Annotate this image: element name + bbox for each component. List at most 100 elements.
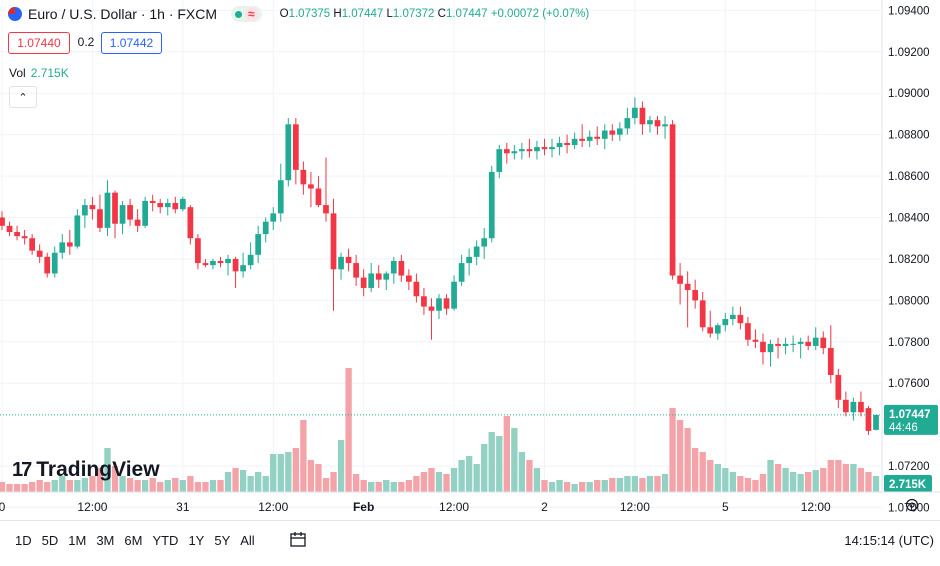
volume-bar (352, 474, 360, 492)
volume-bar (285, 452, 292, 492)
volume-bar (759, 474, 767, 492)
candle-body (308, 184, 314, 189)
volume-bar (692, 448, 699, 492)
candle-body (767, 343, 774, 353)
volume-bar (450, 468, 458, 492)
candle-body (217, 261, 224, 264)
candle-body (737, 314, 744, 324)
open-value: 1.07375 (288, 8, 331, 20)
candle-body (481, 238, 488, 247)
candle-body (556, 142, 563, 148)
chart-legend: Euro / U.S. Dollar · 1h · FXCM ≈ O1.0737… (8, 6, 589, 22)
volume-value: 2.715K (30, 66, 69, 80)
volume-bar (383, 480, 390, 492)
candle-body (375, 273, 382, 280)
time-range-3m[interactable]: 3M (96, 533, 115, 548)
volume-bar (0, 482, 6, 492)
candle-body (195, 238, 201, 264)
volume-bar (601, 480, 608, 492)
candle-body (59, 242, 66, 253)
volume-bar (533, 468, 541, 492)
tradingview-logo[interactable]: 17 TradingView (12, 458, 160, 482)
volume-bar (820, 468, 827, 492)
candle-body (496, 149, 503, 172)
volume-bar (111, 466, 119, 492)
time-range-5y[interactable]: 5Y (214, 533, 231, 548)
volume-bar (51, 480, 58, 492)
volume-bar (699, 452, 706, 492)
candle-body (112, 192, 118, 224)
candle-body (44, 256, 51, 274)
volume-bar (307, 460, 315, 492)
utc-clock[interactable]: 14:15:14 (UTC) (844, 533, 934, 548)
candle-body (240, 265, 246, 272)
volume-bar (262, 476, 269, 492)
candle-body (760, 341, 766, 353)
volume-bar (239, 470, 247, 492)
time-range-all[interactable]: All (240, 533, 255, 548)
volume-bar (300, 420, 307, 492)
time-tick-label: 0 (0, 500, 6, 514)
volume-tag-label: 2.715K (889, 479, 927, 491)
time-range-5d[interactable]: 5D (41, 533, 59, 548)
time-tick-label: 2 (541, 500, 548, 514)
candle-body (368, 273, 375, 288)
volume-bar (646, 476, 654, 492)
time-range-6m[interactable]: 6M (124, 533, 143, 548)
candle-body (149, 200, 156, 204)
collapse-legend-button[interactable]: ⌃ (9, 86, 37, 108)
buy-price-button[interactable]: 1.07442 (101, 32, 162, 54)
time-tick-label: 12:00 (620, 500, 650, 514)
candle-body (647, 120, 653, 125)
volume-bar (850, 464, 857, 492)
volume-bar (390, 482, 397, 492)
candle-body (473, 246, 480, 257)
volume-bar (74, 480, 81, 492)
volume-bar (609, 478, 616, 492)
market-status-badge[interactable]: ≈ (231, 6, 262, 22)
volume-bar (669, 408, 676, 492)
candle-body (458, 263, 465, 282)
volume-bar (89, 476, 96, 492)
candle-body (639, 107, 646, 125)
candle-body (262, 221, 269, 235)
time-range-1d[interactable]: 1D (15, 533, 32, 548)
sell-price-button[interactable]: 1.07440 (8, 32, 70, 54)
candle-body (820, 337, 827, 349)
volume-bar (578, 482, 586, 492)
high-label: H (333, 8, 342, 20)
candle-body (172, 203, 179, 210)
volume-bar (337, 440, 345, 492)
time-range-1y[interactable]: 1Y (188, 533, 205, 548)
time-tick-label: 31 (176, 500, 190, 514)
candle-body (323, 205, 329, 214)
date-range-calendar-icon[interactable] (289, 530, 307, 548)
volume-bar (81, 478, 89, 492)
time-range-1m[interactable]: 1M (68, 533, 87, 548)
data-status-icon: ≈ (245, 7, 258, 21)
chart-canvas[interactable]: 1.09400 1.09200 1.09000 1.08800 1.08600 1.084… (0, 0, 940, 520)
volume-bar (737, 476, 744, 492)
settings-gear-icon[interactable] (905, 498, 919, 512)
price-tick-label: 1.09400 (888, 5, 930, 17)
volume-bar (315, 464, 322, 492)
bottom-toolbar: 1D 5D 1M 3M 6M YTD 1Y 5Y All 14:15:14 (UTC) (0, 520, 940, 566)
volume-bar (443, 474, 450, 492)
candle-body (142, 200, 149, 226)
candle-body (14, 232, 20, 237)
volume-bar (360, 480, 367, 492)
volume-legend[interactable]: Vol 2.715K (9, 66, 69, 80)
volume-bar (179, 480, 186, 492)
time-range-ytd[interactable]: YTD (152, 533, 179, 548)
candle-body (684, 283, 691, 291)
time-tick-label: 12:00 (77, 500, 107, 514)
candle-body (835, 374, 842, 400)
volume-bar (187, 476, 194, 492)
symbol-title[interactable]: Euro / U.S. Dollar · 1h · FXCM (28, 6, 218, 22)
candle-body (277, 180, 284, 214)
low-value: 1.07372 (392, 8, 435, 20)
candle-body (179, 198, 186, 210)
volume-bar (224, 472, 232, 492)
volume-bar (481, 444, 488, 492)
